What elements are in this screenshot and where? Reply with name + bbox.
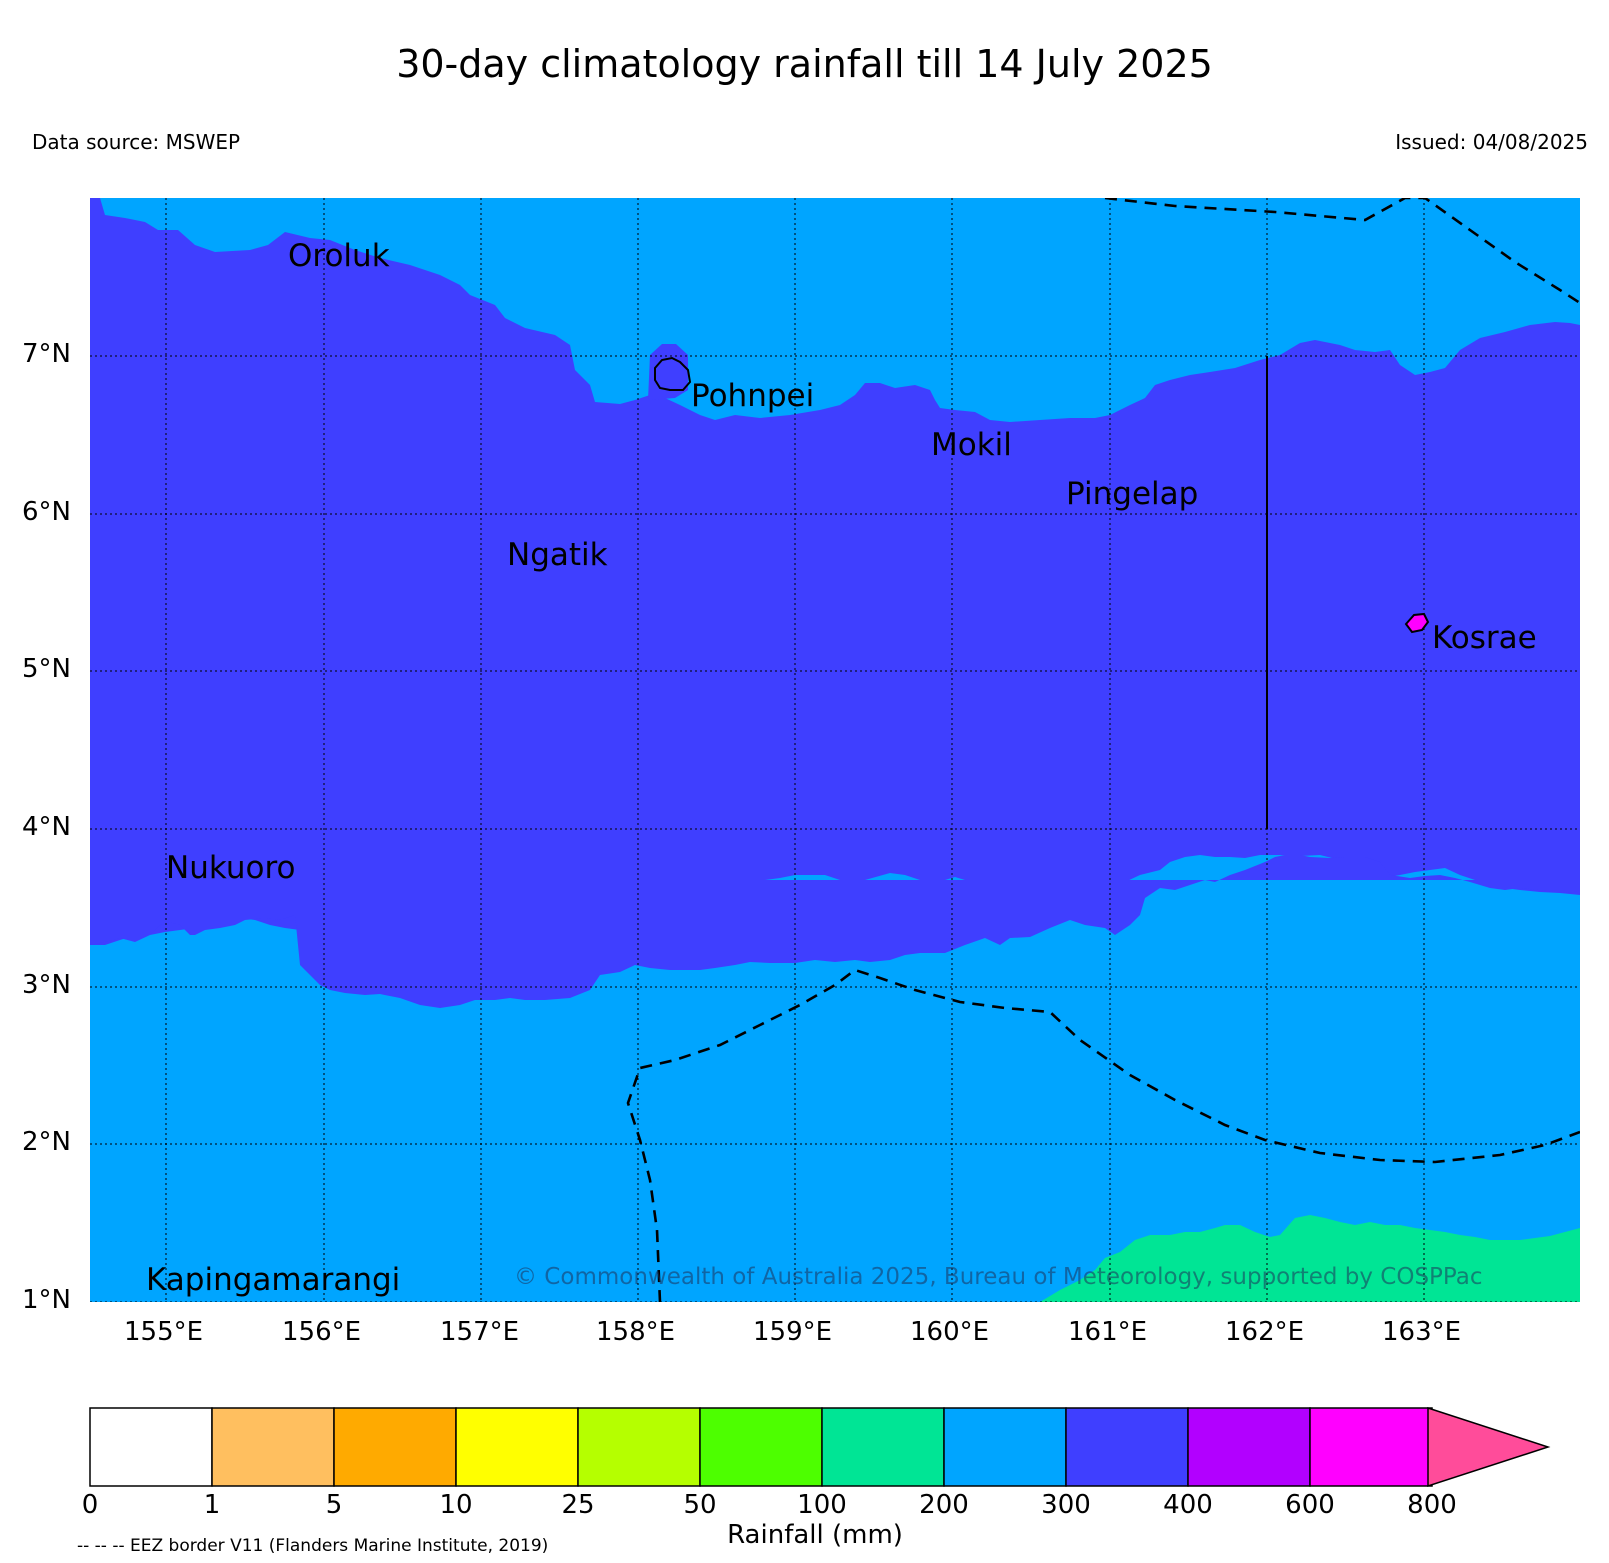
- lon-label-160e: 160°E: [910, 1317, 990, 1347]
- region-300-400-lower: [90, 855, 1580, 1008]
- colorbar-tick: 100: [797, 1490, 847, 1520]
- place-kapingamarangi: Kapingamarangi: [146, 1262, 401, 1298]
- lon-label-158e: 158°E: [596, 1317, 676, 1347]
- lon-label-162e: 162°E: [1225, 1317, 1305, 1347]
- colorbar-cell: [577, 1407, 701, 1487]
- colorbar-tick: 5: [325, 1490, 343, 1520]
- place-oroluk: Oroluk: [288, 238, 390, 274]
- lon-label-156e: 156°E: [282, 1317, 362, 1347]
- lat-label-3n: 3°N: [22, 970, 71, 1000]
- lon-label-161e: 161°E: [1068, 1317, 1148, 1347]
- colorbar-cell: [333, 1407, 457, 1487]
- copyright-notice: © Commonwealth of Australia 2025, Bureau…: [514, 1264, 1483, 1290]
- colorbar-tick: 600: [1285, 1490, 1335, 1520]
- colorbar-tick: 300: [1041, 1490, 1091, 1520]
- eez-border: [626, 198, 1580, 1302]
- lat-label-2n: 2°N: [22, 1127, 71, 1157]
- pohnpei-island: [654, 356, 692, 391]
- colorbar-cell: [943, 1407, 1067, 1487]
- colorbar-tick: 25: [561, 1490, 595, 1520]
- colorbar-cell: [699, 1407, 823, 1487]
- lat-label-6n: 6°N: [22, 497, 71, 527]
- data-source-label: Data source: MSWEP: [32, 130, 241, 154]
- kosrae-island: [1404, 612, 1430, 634]
- lon-label-163e: 163°E: [1382, 1317, 1462, 1347]
- colorbar-cell: [821, 1407, 945, 1487]
- colorbar-tick: 200: [919, 1490, 969, 1520]
- colorbar: [89, 1406, 1551, 1488]
- colorbar-tick: 400: [1163, 1490, 1213, 1520]
- lat-label-1n: 1°N: [22, 1285, 71, 1315]
- place-mokil: Mokil: [931, 427, 1012, 463]
- colorbar-tick: 1: [203, 1490, 221, 1520]
- place-ngatik: Ngatik: [507, 537, 608, 573]
- eez-legend-note: -- -- -- EEZ border V11 (Flanders Marine…: [77, 1536, 549, 1556]
- colorbar-cell: [1065, 1407, 1189, 1487]
- map-title: 30-day climatology rainfall till 14 July…: [396, 42, 1213, 86]
- colorbar-title: Rainfall (mm): [727, 1520, 903, 1550]
- region-300-400: [90, 198, 1580, 950]
- lat-label-7n: 7°N: [22, 339, 71, 369]
- lon-label-155e: 155°E: [124, 1317, 204, 1347]
- place-pingelap: Pingelap: [1066, 476, 1199, 512]
- colorbar-cell: [1309, 1407, 1433, 1487]
- issued-date-label: Issued: 04/08/2025: [1395, 130, 1588, 154]
- colorbar-cell: [89, 1407, 213, 1487]
- region-100-200: [1040, 1215, 1580, 1302]
- lat-label-5n: 5°N: [22, 654, 71, 684]
- lat-label-4n: 4°N: [22, 812, 71, 842]
- lon-label-157e: 157°E: [440, 1317, 520, 1347]
- colorbar-tick: 10: [439, 1490, 473, 1520]
- colorbar-cell: [1187, 1407, 1311, 1487]
- colorbar-tick: 50: [683, 1490, 717, 1520]
- colorbar-tick: 0: [81, 1490, 99, 1520]
- place-pohnpei: Pohnpei: [691, 378, 815, 414]
- colorbar-tick: 800: [1407, 1490, 1457, 1520]
- lon-label-159e: 159°E: [753, 1317, 833, 1347]
- colorbar-cell: [455, 1407, 579, 1487]
- place-nukuoro: Nukuoro: [166, 850, 296, 886]
- colorbar-cell: [211, 1407, 335, 1487]
- place-kosrae: Kosrae: [1432, 620, 1537, 656]
